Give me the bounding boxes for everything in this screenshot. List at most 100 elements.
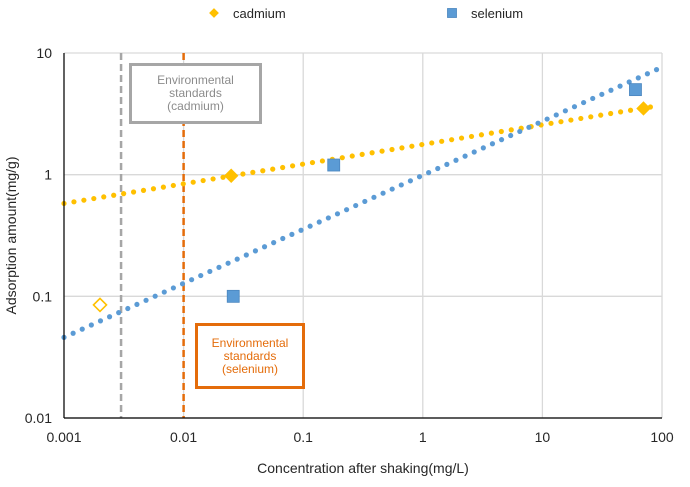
cadmium-trendline-dot <box>309 159 316 166</box>
selenium-trendline-dot <box>325 215 331 221</box>
selenium-trendline-dot <box>535 120 541 126</box>
cadmium-trendline-dot <box>498 128 504 135</box>
cadmium-trendline-dot <box>121 191 127 197</box>
y-tick-label: 10 <box>36 45 52 61</box>
selenium-trendline-dot <box>143 297 149 303</box>
selenium-trendline-dot <box>307 223 313 229</box>
selenium-point <box>629 83 642 97</box>
selenium-trendline-dot <box>435 165 441 172</box>
cadmium-standard-label-line: (cadmium) <box>167 99 224 113</box>
cadmium-trendline-dot <box>558 119 564 125</box>
x-tick-label: 0.001 <box>46 429 81 445</box>
cadmium-trendline-dot <box>200 177 206 184</box>
cadmium-standard-label: Environmental standards (cadmium) <box>129 63 262 124</box>
x-tick-label: 1 <box>419 429 427 445</box>
cadmium-point <box>636 101 651 116</box>
selenium-trendline-dot <box>590 95 596 102</box>
selenium-trendline-dot <box>553 112 559 118</box>
cadmium-trendline-dot <box>608 110 614 117</box>
cadmium-legend-label: cadmium <box>233 6 286 21</box>
cadmium-trendline-dot <box>130 189 137 195</box>
selenium-trendline-dot <box>416 174 423 180</box>
selenium-trendline-dot <box>444 161 450 167</box>
cadmium-legend-marker <box>209 8 219 18</box>
axes: 0.001 0.01 0.1 1 10 100 0.01 0.1 1 10 Concentratio… <box>3 45 674 476</box>
selenium-standard-label: Environmental standards (selenium) <box>195 323 305 389</box>
selenium-trendline-dot <box>426 170 432 176</box>
x-axis-title: Concentration after shaking(mg/L) <box>257 460 469 476</box>
selenium-trendline-dot <box>489 141 496 147</box>
y-tick-label: 0.01 <box>25 410 52 426</box>
x-tick-label: 0.01 <box>170 429 197 445</box>
cadmium-point <box>223 168 239 183</box>
cadmium-trendline-dot <box>150 186 157 192</box>
selenium-trendline-dot <box>471 149 477 155</box>
y-tick-label: 1 <box>44 167 52 183</box>
selenium-trendline-dot <box>544 116 550 122</box>
cadmium-trendline-dot <box>578 115 584 122</box>
cadmium-trendline-dot <box>270 166 276 172</box>
cadmium-standard-label-line: Environmental <box>157 73 234 87</box>
cadmium-trendline-dot <box>339 155 345 161</box>
selenium-trendline-dot <box>517 128 523 135</box>
cadmium-trendline-dot <box>299 161 306 167</box>
cadmium-trendline-dot <box>379 148 385 154</box>
selenium-trendline-dot <box>234 256 240 262</box>
selenium-trendline-dot <box>261 244 268 250</box>
selenium-trendline-dot <box>617 83 623 89</box>
cadmium-trendline-dot <box>419 141 425 148</box>
cadmium-trendline-dot <box>280 164 286 171</box>
cadmium-trendline-dot <box>91 195 97 202</box>
cadmium-trendline-dot <box>478 132 485 138</box>
cadmium-trendline-dot <box>319 158 326 164</box>
selenium-trendline-dot <box>362 198 368 205</box>
selenium-trendline-dot <box>280 235 286 242</box>
selenium-trendline-dot <box>608 87 614 93</box>
selenium-trendline-dot <box>97 318 104 324</box>
selenium-standard-label-line: standards <box>223 348 277 363</box>
x-tick-label: 10 <box>535 429 551 445</box>
cadmium-trendline-dot <box>439 138 445 144</box>
selenium-trendline-dot <box>106 314 113 320</box>
cadmium-trendline-dot <box>290 163 296 169</box>
cadmium-trendline-dot <box>210 176 216 182</box>
selenium-trendline-dot <box>134 301 140 308</box>
cadmium-trendline-dot <box>449 137 455 143</box>
selenium-trendline-dot <box>179 281 186 287</box>
cadmium-trendline-dot <box>81 197 87 203</box>
selenium-trendline-dot <box>389 186 395 192</box>
cadmium-trendline-dot <box>140 187 147 193</box>
selenium-point <box>226 289 240 303</box>
cadmium-trendline-dot <box>349 153 355 159</box>
selenium-trendline-dot <box>216 264 222 270</box>
cadmium-trendline-dot <box>170 182 176 189</box>
y-tick-label: 0.1 <box>33 288 53 304</box>
cadmium-trendline-dot <box>429 140 435 146</box>
trendlines <box>61 67 660 340</box>
data-points <box>92 83 651 313</box>
cadmium-trendline-dot <box>160 184 166 190</box>
cadmium-trendline-dot <box>598 112 604 118</box>
cadmium-trendline-dot <box>627 107 634 113</box>
cadmium-trendline-dot <box>468 133 475 140</box>
selenium-trendline-dot <box>271 240 277 246</box>
selenium-point <box>327 158 341 172</box>
cadmium-trendline-dot <box>71 199 77 205</box>
selenium-trendline-dot <box>225 260 231 266</box>
cadmium-trendline-dot <box>399 145 405 151</box>
selenium-trendline-dot <box>571 104 578 110</box>
cadmium-trendline-dot <box>409 143 415 149</box>
cadmium-trendline-dot <box>458 135 465 141</box>
selenium-trendline-dot <box>334 211 341 217</box>
x-tick-label: 100 <box>650 429 674 445</box>
cadmium-trendline-dot <box>101 194 107 200</box>
selenium-trendline-dot <box>343 207 350 213</box>
selenium-trendline-dot <box>407 178 414 184</box>
selenium-trendline-dot <box>498 137 505 143</box>
cadmium-trendline-dot <box>260 168 266 174</box>
selenium-trendline-dot <box>644 71 651 77</box>
selenium-trendline-dot <box>462 153 468 159</box>
selenium-trendline-dot <box>170 285 176 291</box>
cadmium-trendline-dot <box>588 114 594 120</box>
